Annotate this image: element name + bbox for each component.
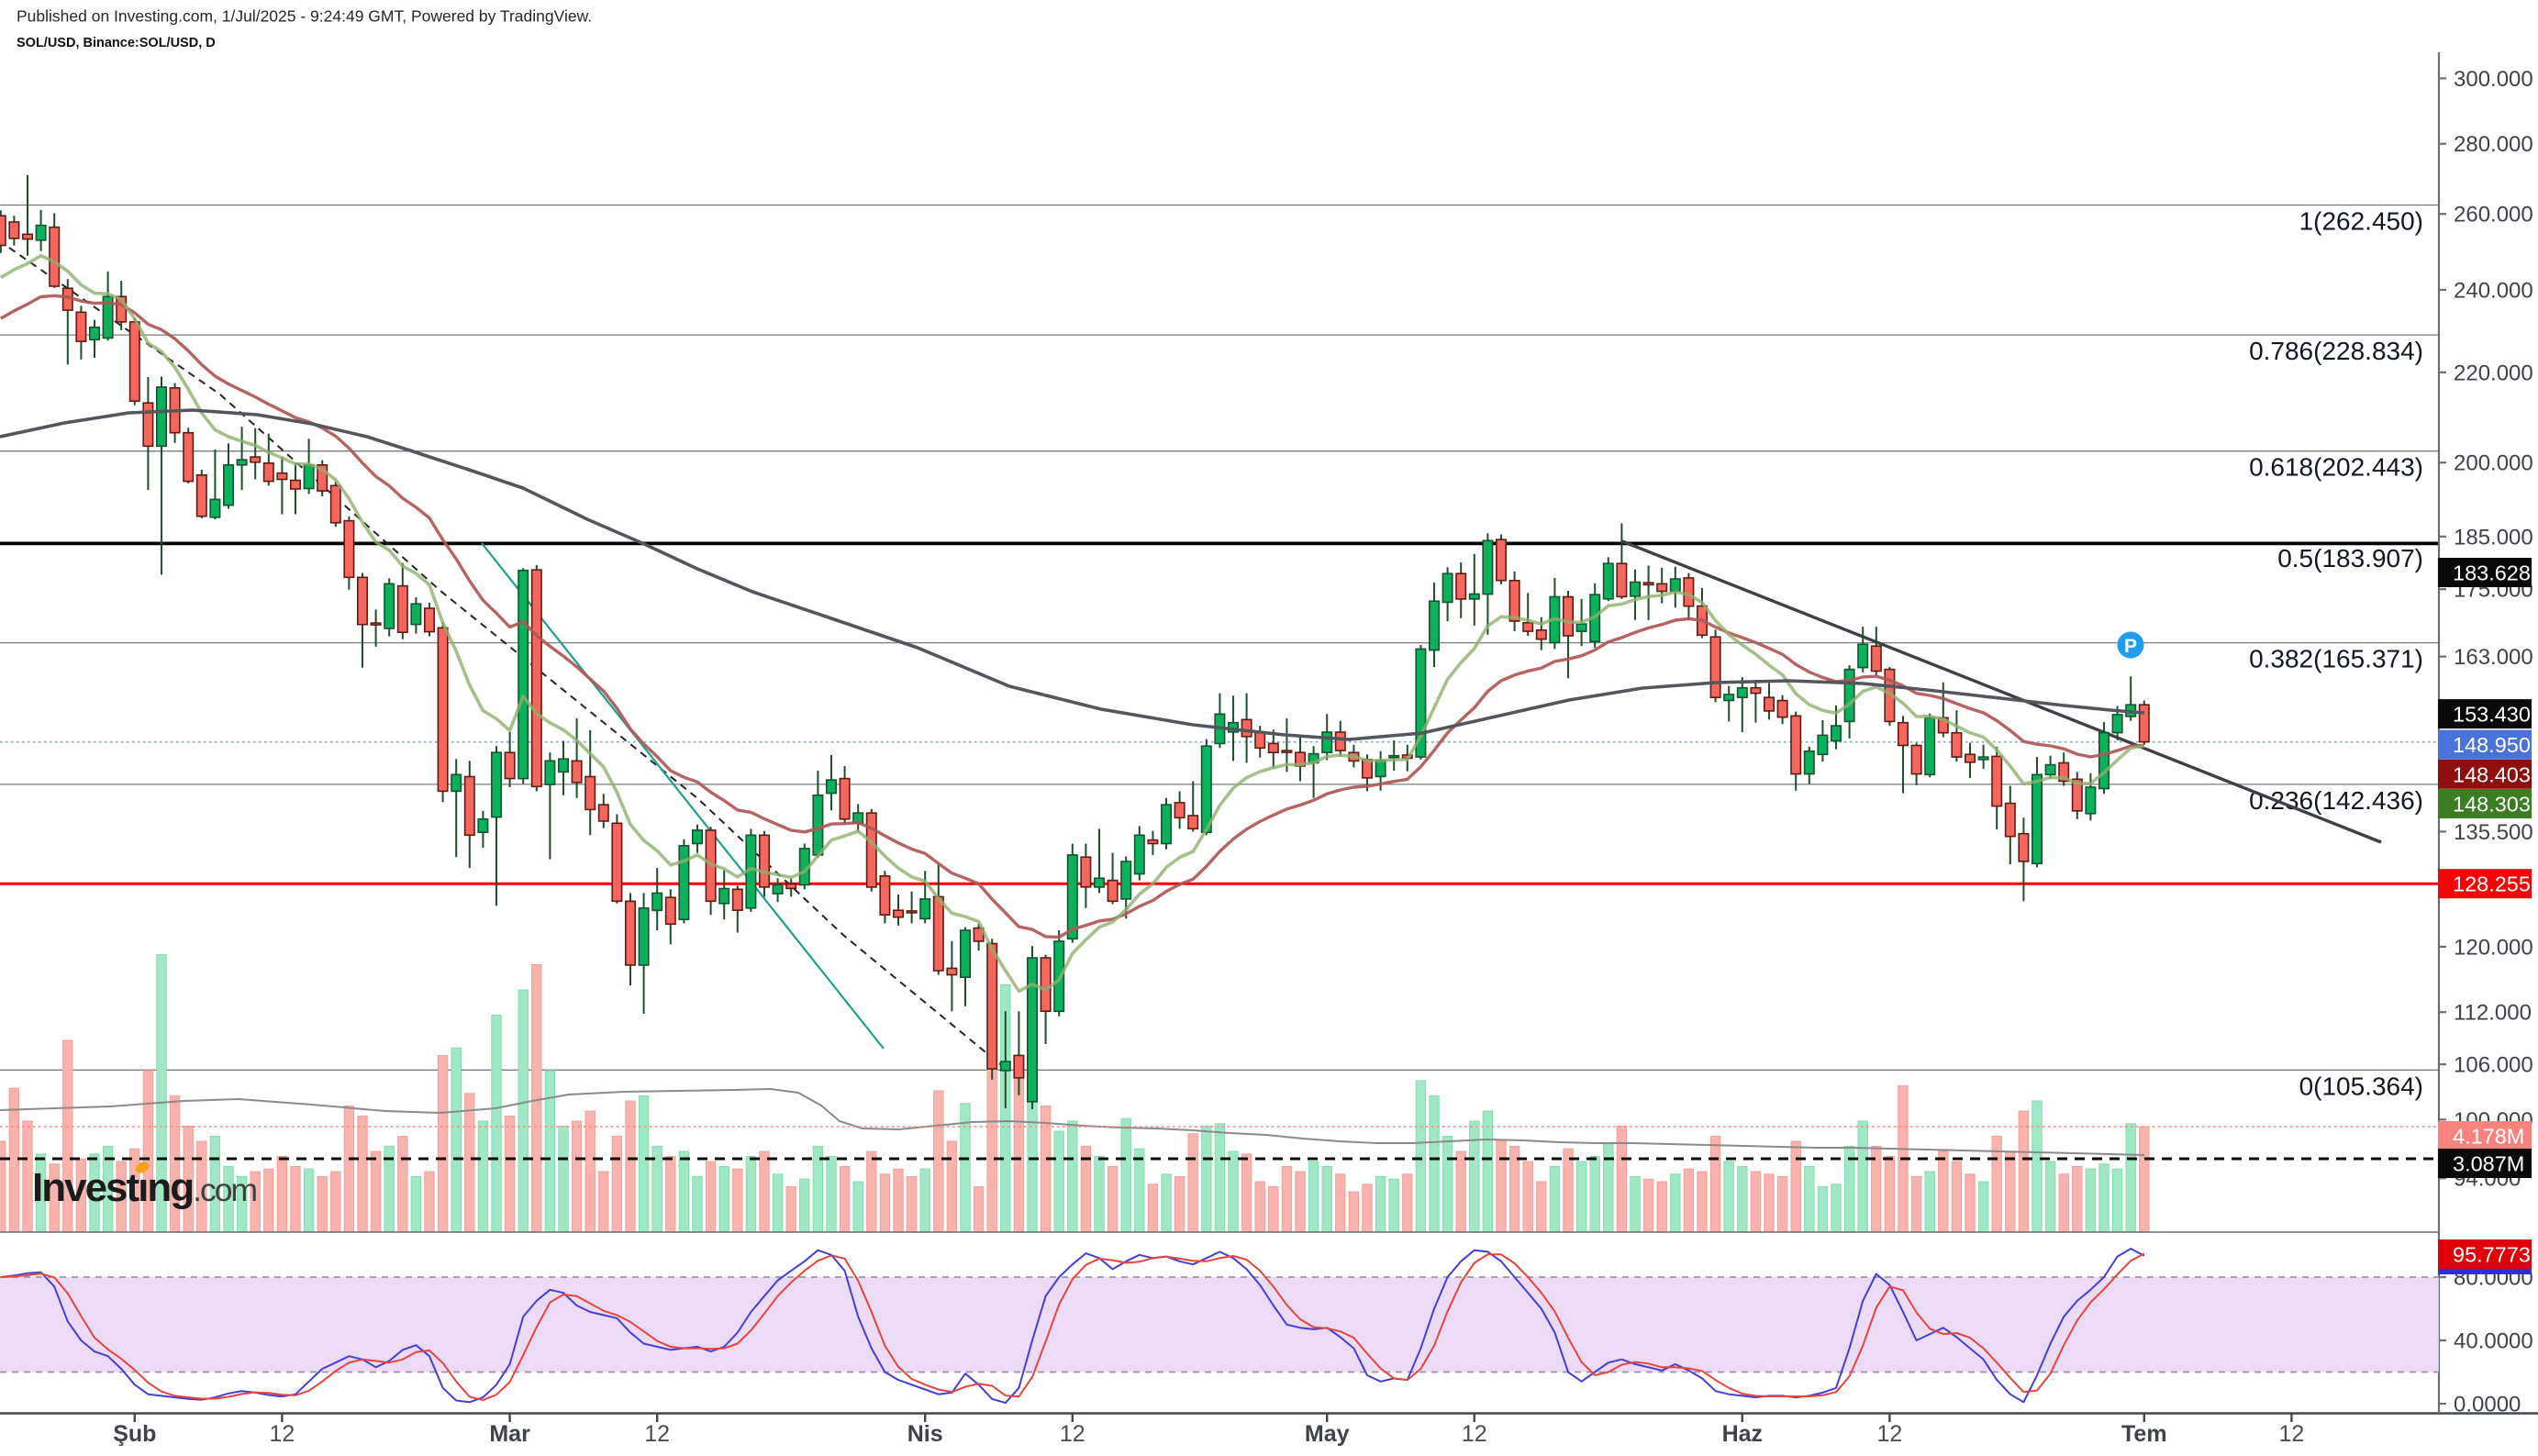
svg-text:May: May xyxy=(1305,1421,1350,1447)
svg-text:112.000: 112.000 xyxy=(2454,1001,2532,1026)
svg-text:106.000: 106.000 xyxy=(2454,1053,2533,1078)
svg-text:12: 12 xyxy=(644,1421,670,1447)
svg-text:Published on Investing.com, 1/: Published on Investing.com, 1/Jul/2025 -… xyxy=(17,7,592,26)
svg-text:40.0000: 40.0000 xyxy=(2454,1329,2533,1354)
svg-text:183.628: 183.628 xyxy=(2453,561,2531,585)
svg-text:0.618(202.443): 0.618(202.443) xyxy=(2249,453,2423,482)
svg-text:300.000: 300.000 xyxy=(2454,67,2533,92)
svg-text:3.087M: 3.087M xyxy=(2453,1152,2524,1176)
svg-text:0.5(183.907): 0.5(183.907) xyxy=(2277,544,2423,572)
svg-text:95.7773: 95.7773 xyxy=(2453,1243,2531,1267)
svg-text:0.382(165.371): 0.382(165.371) xyxy=(2249,645,2423,673)
svg-text:Nis: Nis xyxy=(907,1421,943,1447)
svg-text:SOL/USD, Binance:SOL/USD, D: SOL/USD, Binance:SOL/USD, D xyxy=(17,36,216,50)
svg-text:12: 12 xyxy=(1060,1421,1085,1447)
svg-text:Haz: Haz xyxy=(1722,1421,1763,1447)
svg-text:200.000: 200.000 xyxy=(2454,451,2533,476)
svg-text:148.303: 148.303 xyxy=(2453,793,2531,817)
svg-text:163.000: 163.000 xyxy=(2454,645,2533,670)
svg-text:128.255: 128.255 xyxy=(2453,872,2531,896)
svg-text:0.786(228.834): 0.786(228.834) xyxy=(2249,337,2423,365)
svg-text:153.430: 153.430 xyxy=(2453,703,2531,727)
svg-text:12: 12 xyxy=(269,1421,295,1447)
svg-text:P: P xyxy=(2124,636,2137,657)
svg-text:135.500: 135.500 xyxy=(2454,820,2533,845)
svg-text:0(105.364): 0(105.364) xyxy=(2299,1072,2423,1100)
svg-text:Tem: Tem xyxy=(2121,1421,2167,1447)
svg-text:Investıng.com: Investıng.com xyxy=(32,1165,257,1210)
svg-text:Şub: Şub xyxy=(113,1421,156,1447)
svg-text:220.000: 220.000 xyxy=(2454,361,2533,385)
svg-text:148.950: 148.950 xyxy=(2453,733,2531,757)
svg-text:12: 12 xyxy=(1876,1421,1902,1447)
svg-text:12: 12 xyxy=(1462,1421,1487,1447)
svg-text:185.000: 185.000 xyxy=(2454,525,2533,550)
svg-text:1(262.450): 1(262.450) xyxy=(2299,207,2423,236)
svg-text:Mar: Mar xyxy=(489,1421,530,1447)
svg-text:240.000: 240.000 xyxy=(2454,278,2533,303)
svg-text:148.403: 148.403 xyxy=(2453,762,2531,786)
svg-text:12: 12 xyxy=(2278,1421,2304,1447)
svg-text:4.178M: 4.178M xyxy=(2453,1125,2524,1149)
svg-text:260.000: 260.000 xyxy=(2454,203,2533,228)
svg-text:120.000: 120.000 xyxy=(2454,935,2533,960)
svg-text:280.000: 280.000 xyxy=(2454,132,2533,157)
svg-text:0.0000: 0.0000 xyxy=(2454,1393,2521,1417)
